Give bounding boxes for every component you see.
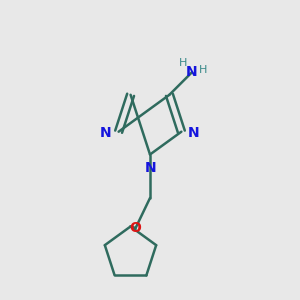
- Text: H: H: [199, 65, 208, 75]
- Text: N: N: [188, 126, 200, 140]
- Text: N: N: [145, 161, 157, 175]
- Text: N: N: [186, 65, 198, 79]
- Text: O: O: [130, 221, 142, 235]
- Text: H: H: [179, 58, 187, 68]
- Text: N: N: [100, 126, 112, 140]
